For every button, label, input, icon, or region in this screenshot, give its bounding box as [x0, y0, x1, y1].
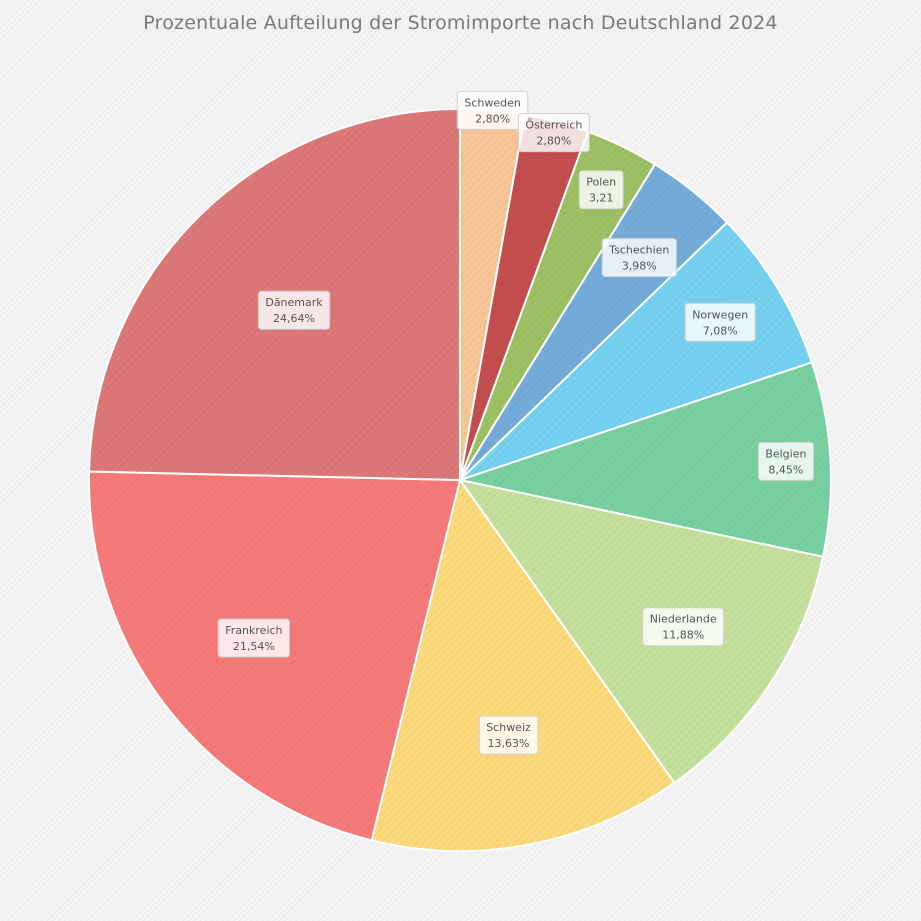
slice-value: 21,54%	[233, 640, 275, 653]
slice-label-schweden: Schweden 2,80%	[456, 90, 529, 130]
slice-name: Dänemark	[265, 296, 323, 309]
slice-name: Polen	[586, 176, 616, 189]
slice-value: 3,98%	[622, 260, 657, 273]
slice-value: 7,08%	[703, 324, 738, 337]
slice-niederlande[interactable]	[457, 478, 825, 785]
chart-title: Prozentuale Aufteilung der Stromimporte …	[143, 12, 778, 34]
slice-label-österreich: Österreich 2,80%	[517, 113, 590, 153]
slice-label-schweiz: Schweiz 13,63%	[478, 715, 539, 755]
slice-label-belgien: Belgien 8,45%	[757, 441, 815, 481]
slice-schweiz[interactable]	[370, 477, 676, 852]
slice-label-norwegen: Norwegen 7,08%	[684, 302, 756, 342]
slice-name: Frankreich	[225, 624, 282, 637]
slice-name: Norwegen	[692, 308, 748, 321]
slice-name: Tschechien	[608, 244, 669, 257]
slice-label-niederlande: Niederlande 11,88%	[642, 607, 725, 647]
slice-name: Schweiz	[486, 721, 531, 734]
slice-norwegen[interactable]	[459, 221, 814, 481]
slice-value: 11,88%	[662, 629, 704, 642]
slice-label-dänemark: Dänemark 24,64%	[257, 290, 331, 330]
slice-belgien[interactable]	[456, 361, 832, 558]
slice-name: Niederlande	[650, 613, 717, 626]
slice-name: Österreich	[525, 119, 582, 132]
slice-label-frankreich: Frankreich 21,54%	[217, 618, 290, 658]
slice-value: 8,45%	[768, 463, 803, 476]
slice-label-tschechien: Tschechien 3,98%	[601, 238, 677, 278]
slice-name: Schweden	[464, 96, 521, 109]
slice-label-polen: Polen 3,21	[578, 170, 624, 210]
slice-value: 13,63%	[488, 737, 530, 750]
slice-value: 3,21	[589, 192, 614, 205]
slice-value: 24,64%	[273, 312, 315, 325]
slice-value: 2,80%	[475, 112, 510, 125]
slice-name: Belgien	[765, 447, 806, 460]
slice-value: 2,80%	[536, 135, 571, 148]
